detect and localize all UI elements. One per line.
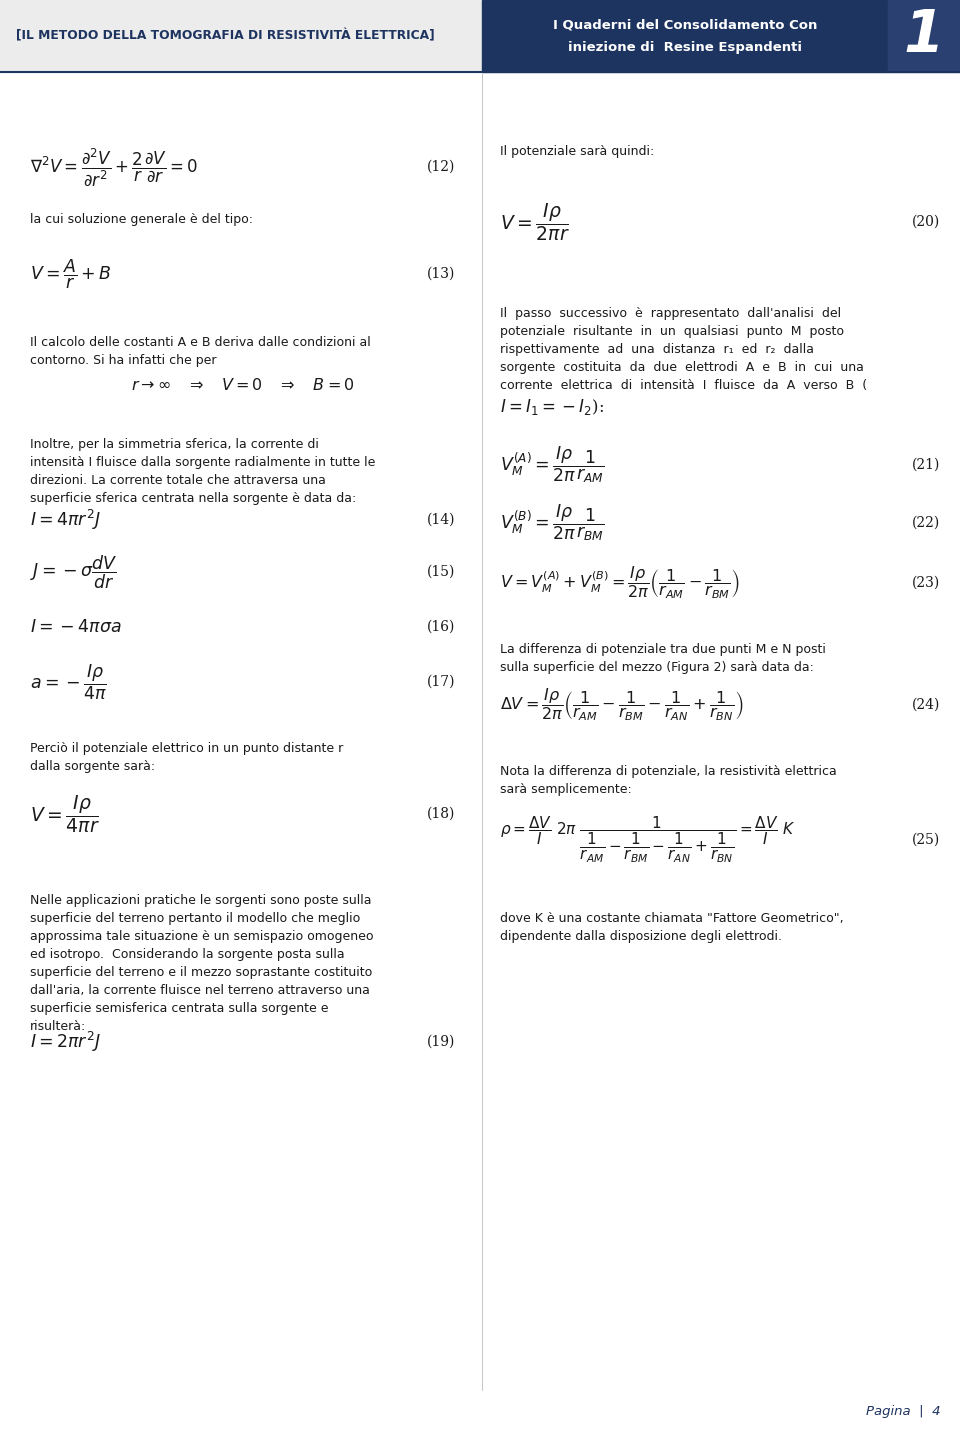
Text: $V = \dfrac{I\rho}{4\pi r}$: $V = \dfrac{I\rho}{4\pi r}$ bbox=[30, 793, 100, 835]
Text: (19): (19) bbox=[426, 1035, 455, 1048]
Text: (16): (16) bbox=[426, 621, 455, 634]
Text: $r \rightarrow \infty \quad \Rightarrow \quad V = 0 \quad \Rightarrow \quad B = : $r \rightarrow \infty \quad \Rightarrow … bbox=[131, 377, 354, 395]
Text: (14): (14) bbox=[426, 513, 455, 527]
Text: (13): (13) bbox=[426, 266, 455, 281]
Text: [IL METODO DELLA TOMOGRAFIA DI RESISTIVITÀ ELETTRICA]: [IL METODO DELLA TOMOGRAFIA DI RESISTIVI… bbox=[16, 29, 435, 43]
Text: (21): (21) bbox=[912, 458, 940, 472]
Text: $\rho = \dfrac{\Delta V}{I}\ 2\pi\ \dfrac{1}{\dfrac{1}{r_{AM}} - \dfrac{1}{r_{BM: $\rho = \dfrac{\Delta V}{I}\ 2\pi\ \dfra… bbox=[500, 815, 796, 865]
Text: (17): (17) bbox=[426, 675, 455, 688]
Text: 1: 1 bbox=[903, 7, 945, 65]
Text: $V = \dfrac{A}{r} + B$: $V = \dfrac{A}{r} + B$ bbox=[30, 258, 111, 291]
Text: $J = -\sigma \dfrac{dV}{dr}$: $J = -\sigma \dfrac{dV}{dr}$ bbox=[30, 553, 117, 590]
Text: Inoltre, per la simmetria sferica, la corrente di
intensità I fluisce dalla sorg: Inoltre, per la simmetria sferica, la co… bbox=[30, 438, 375, 505]
Text: Il calcolo delle costanti A e B deriva dalle condizioni al
contorno. Si ha infat: Il calcolo delle costanti A e B deriva d… bbox=[30, 336, 371, 367]
Text: $I = -4\pi\sigma a$: $I = -4\pi\sigma a$ bbox=[30, 619, 122, 635]
Text: $V = \dfrac{I\rho}{2\pi r}$: $V = \dfrac{I\rho}{2\pi r}$ bbox=[500, 202, 569, 243]
Text: (22): (22) bbox=[912, 516, 940, 530]
Text: $I = I_1 = -I_2$):: $I = I_1 = -I_2$): bbox=[500, 397, 604, 418]
Text: (18): (18) bbox=[426, 806, 455, 821]
Text: (24): (24) bbox=[912, 698, 940, 711]
Text: $I = 2\pi r^2 J$: $I = 2\pi r^2 J$ bbox=[30, 1030, 101, 1054]
Text: iniezione di  Resine Espandenti: iniezione di Resine Espandenti bbox=[568, 40, 802, 53]
Bar bbox=[482, 0, 888, 72]
Text: (12): (12) bbox=[426, 160, 455, 174]
Text: Pagina  |  4: Pagina | 4 bbox=[866, 1405, 940, 1418]
Text: Nota la differenza di potenziale, la resistività elettrica
sarà semplicemente:: Nota la differenza di potenziale, la res… bbox=[500, 765, 837, 796]
Text: $\Delta V = \dfrac{I\rho}{2\pi}\left(\dfrac{1}{r_{AM}} - \dfrac{1}{r_{BM}} - \df: $\Delta V = \dfrac{I\rho}{2\pi}\left(\df… bbox=[500, 687, 743, 723]
Text: Il potenziale sarà quindi:: Il potenziale sarà quindi: bbox=[500, 145, 655, 158]
Text: (20): (20) bbox=[912, 215, 940, 229]
Text: $I = 4\pi r^2 J$: $I = 4\pi r^2 J$ bbox=[30, 508, 101, 531]
Text: $\nabla^2 V = \dfrac{\partial^2 V}{\partial r^2} + \dfrac{2}{r}\dfrac{\partial V: $\nabla^2 V = \dfrac{\partial^2 V}{\part… bbox=[30, 147, 198, 187]
Text: Perciò il potenziale elettrico in un punto distante r
dalla sorgente sarà:: Perciò il potenziale elettrico in un pun… bbox=[30, 742, 344, 773]
Text: $V_M^{(A)} = \dfrac{I\rho}{2\pi}\dfrac{1}{r_{AM}}$: $V_M^{(A)} = \dfrac{I\rho}{2\pi}\dfrac{1… bbox=[500, 445, 605, 485]
Text: $V = V_M^{(A)} + V_M^{(B)} = \dfrac{I\rho}{2\pi}\left(\dfrac{1}{r_{AM}} - \dfrac: $V = V_M^{(A)} + V_M^{(B)} = \dfrac{I\rh… bbox=[500, 564, 740, 602]
Bar bbox=[888, 0, 960, 72]
Text: Nelle applicazioni pratiche le sorgenti sono poste sulla
superficie del terreno : Nelle applicazioni pratiche le sorgenti … bbox=[30, 894, 373, 1032]
Text: $a = -\dfrac{I\rho}{4\pi}$: $a = -\dfrac{I\rho}{4\pi}$ bbox=[30, 662, 108, 701]
Text: (23): (23) bbox=[912, 576, 940, 590]
Text: (25): (25) bbox=[912, 832, 940, 847]
Text: dove K è una costante chiamata "Fattore Geometrico",
dipendente dalla disposizio: dove K è una costante chiamata "Fattore … bbox=[500, 912, 844, 943]
Text: $V_M^{(B)} = \dfrac{I\rho}{2\pi}\dfrac{1}{r_{BM}}$: $V_M^{(B)} = \dfrac{I\rho}{2\pi}\dfrac{1… bbox=[500, 503, 605, 543]
Text: Il  passo  successivo  è  rappresentato  dall'analisi  del
potenziale  risultant: Il passo successivo è rappresentato dall… bbox=[500, 307, 867, 392]
Text: I Quaderni del Consolidamento Con: I Quaderni del Consolidamento Con bbox=[553, 19, 817, 32]
Text: la cui soluzione generale è del tipo:: la cui soluzione generale è del tipo: bbox=[30, 213, 253, 226]
Text: (15): (15) bbox=[426, 564, 455, 579]
Text: La differenza di potenziale tra due punti M e N posti
sulla superficie del mezzo: La differenza di potenziale tra due punt… bbox=[500, 644, 826, 674]
Bar bbox=[0, 0, 482, 72]
